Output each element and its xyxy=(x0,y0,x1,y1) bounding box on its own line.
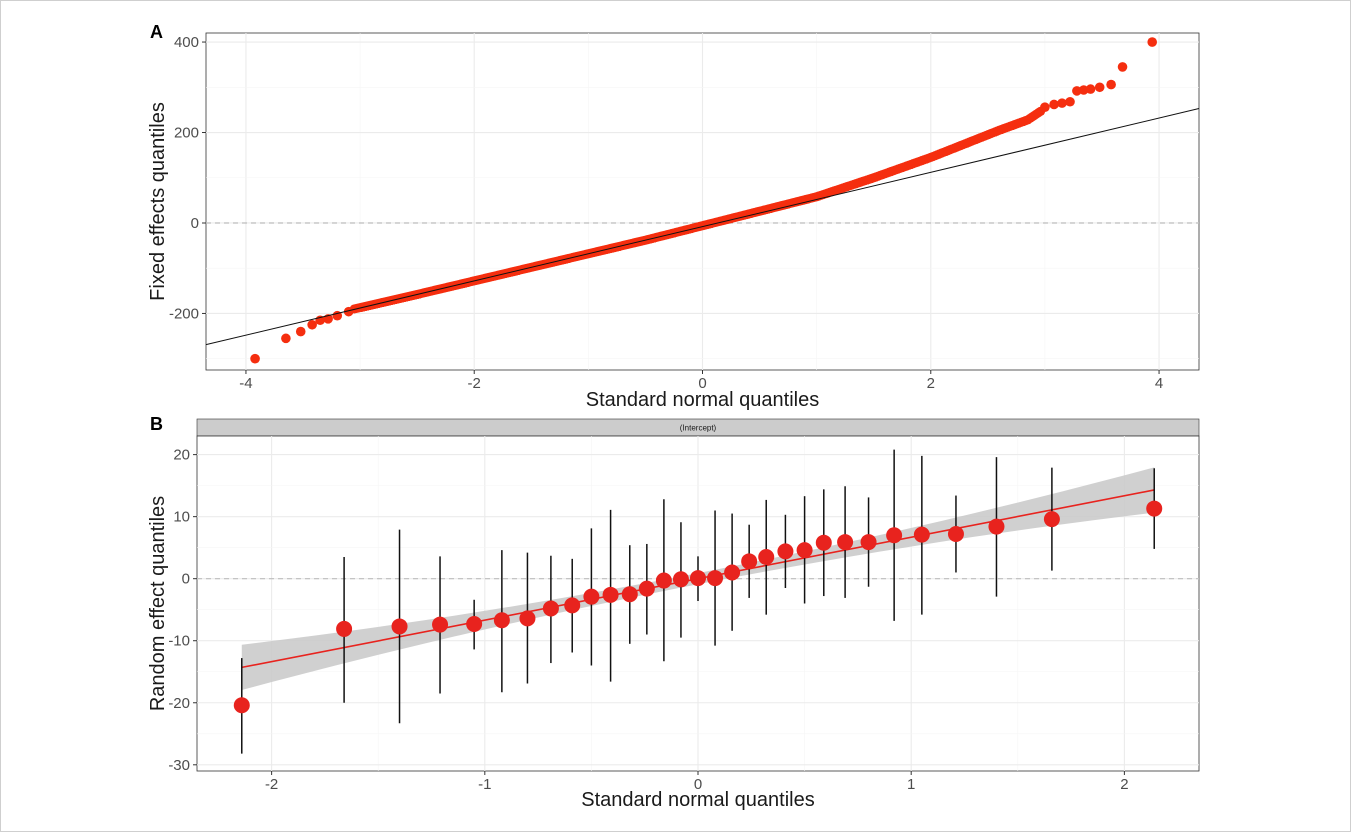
data-point xyxy=(1040,102,1050,112)
panel-b-grid xyxy=(197,436,1199,771)
data-point xyxy=(295,326,306,337)
x-tick-label: -2 xyxy=(468,375,481,392)
x-tick-label: 1 xyxy=(907,776,915,793)
data-point xyxy=(466,615,483,632)
data-point xyxy=(281,333,291,344)
y-tick-label: -20 xyxy=(168,695,190,712)
theoretical-qq-line xyxy=(205,108,1200,346)
data-point xyxy=(947,526,964,543)
data-point xyxy=(796,542,813,559)
panel-a-y-axis-title: Fixed effects quantiles xyxy=(147,102,169,301)
x-tick-label: 2 xyxy=(927,375,935,392)
panel-a: A -4 -2 0 2 4 -200 0 200 400 Standard normal qua… xyxy=(147,22,1200,411)
panel-b-letter: B xyxy=(150,414,163,434)
y-tick-label: -200 xyxy=(169,305,199,322)
x-tick-label: 2 xyxy=(1120,776,1128,793)
data-point xyxy=(519,610,536,627)
panel-b-points xyxy=(233,449,1163,754)
y-tick-label: -10 xyxy=(168,633,190,650)
data-point xyxy=(837,534,854,551)
data-point xyxy=(493,612,510,629)
data-point xyxy=(913,526,930,543)
data-point xyxy=(336,620,353,637)
data-point xyxy=(690,570,706,587)
data-point xyxy=(583,588,600,605)
y-tick-label: 200 xyxy=(174,125,199,142)
data-point xyxy=(564,597,581,614)
y-tick-label: 10 xyxy=(173,509,190,526)
data-point xyxy=(860,534,877,551)
data-point xyxy=(1094,82,1105,93)
data-point xyxy=(1085,84,1096,94)
data-point xyxy=(343,306,354,317)
panel-b-x-axis-title: Standard normal quantiles xyxy=(581,789,814,811)
data-point xyxy=(655,572,672,589)
panel-a-points xyxy=(205,37,1200,364)
y-tick-label: 0 xyxy=(191,215,199,232)
y-tick-label: 400 xyxy=(174,34,199,51)
data-point xyxy=(1106,79,1116,90)
x-tick-label: 4 xyxy=(1155,375,1163,392)
panel-a-x-axis-title: Standard normal quantiles xyxy=(586,389,819,411)
x-tick-label: -4 xyxy=(239,375,252,392)
data-point xyxy=(307,319,317,330)
data-point xyxy=(1147,37,1158,47)
data-point xyxy=(638,580,655,597)
data-point xyxy=(707,570,724,587)
y-tick-label: 0 xyxy=(182,571,190,588)
panel-a-ticks: -4 -2 0 2 4 -200 0 200 400 xyxy=(169,34,1163,392)
panel-b-strip-label: (Intercept) xyxy=(680,424,717,433)
data-point xyxy=(1117,62,1128,72)
data-point xyxy=(672,571,689,588)
x-tick-label: 0 xyxy=(698,375,706,392)
data-point xyxy=(542,600,559,617)
data-point xyxy=(621,586,638,603)
data-point xyxy=(1049,99,1059,110)
data-point xyxy=(724,564,741,581)
data-point xyxy=(233,697,250,714)
data-point xyxy=(886,527,903,544)
data-point xyxy=(758,548,775,565)
data-point xyxy=(777,543,794,560)
panel-a-letter: A xyxy=(150,22,163,42)
data-point xyxy=(602,586,619,603)
data-point xyxy=(432,616,449,633)
data-point xyxy=(391,618,408,635)
x-tick-label: -2 xyxy=(265,776,278,793)
data-point xyxy=(1043,511,1060,528)
data-point xyxy=(988,518,1005,535)
x-tick-label: 0 xyxy=(694,776,702,793)
data-point xyxy=(741,553,758,570)
data-point xyxy=(1057,98,1067,108)
data-point xyxy=(815,534,832,551)
x-tick-label: -1 xyxy=(478,776,491,793)
panel-b-y-axis-title: Random effect quantiles xyxy=(147,496,169,711)
data-point xyxy=(1065,96,1075,107)
data-point xyxy=(1146,500,1163,517)
data-point xyxy=(250,353,260,364)
y-tick-label: 20 xyxy=(173,447,190,464)
y-tick-label: -30 xyxy=(168,757,190,774)
